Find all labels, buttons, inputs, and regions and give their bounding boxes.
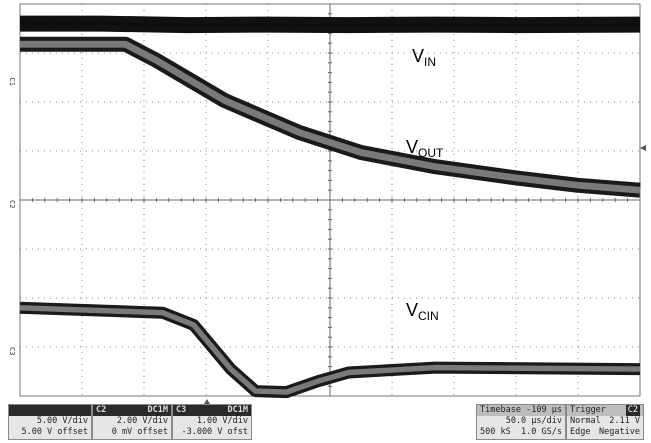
timebase-delay: -109 µs [526, 405, 562, 415]
trace-speckle [20, 22, 641, 27]
channel-3-coupling: DC1M [227, 405, 248, 415]
trigger-type: Edge [570, 427, 591, 437]
label-vout: VOUT [406, 137, 444, 160]
trigger-slope: Negative [599, 427, 640, 437]
right-trigger-marker [640, 145, 646, 151]
timebase-rate: 50.0 µs/div [505, 416, 562, 426]
trace-core [19, 305, 641, 395]
channel-2-name: C2 [96, 405, 107, 415]
label-vcin-subscript: CIN [418, 309, 439, 323]
channel-3-scale: 1.00 V/div [196, 416, 248, 426]
label-vcin: VCIN [406, 300, 439, 323]
label-vin-base: V [412, 46, 424, 66]
trigger-source: C2 [625, 405, 640, 416]
timebase-sample-rate: 1.0 GS/s [521, 427, 562, 437]
timebase-title-row: Timebase -109 µs [477, 405, 565, 416]
timebase-label: Timebase [480, 405, 521, 415]
trigger-level: 2.11 V [609, 416, 640, 426]
trace-c2 [20, 36, 641, 198]
channel-1-header [9, 405, 91, 416]
trigger-label: Trigger [570, 405, 606, 415]
channel-2-box[interactable]: C2 DC1M 2.00 V/div 0 mV offset [92, 404, 172, 440]
channel-marker-c3: C3 [8, 347, 16, 355]
plot-border [19, 3, 641, 397]
trigger-mode: Normal [570, 416, 601, 426]
trigger-type-row: Edge Negative [567, 427, 643, 438]
timebase-points: 500 kS [480, 427, 511, 437]
trace-c1 [20, 15, 641, 34]
channel-1-offset: 5.00 V offset [21, 427, 88, 437]
trigger-mode-row: Normal 2.11 V [567, 416, 643, 427]
traces [19, 15, 641, 399]
trigger-title-row: Trigger C2 [567, 405, 643, 416]
timebase-rate-row: 50.0 µs/div [477, 416, 565, 427]
label-vin: VIN [412, 46, 436, 69]
label-vout-base: V [406, 137, 418, 157]
channel-2-coupling: DC1M [147, 405, 168, 415]
channel-3-header: C3 DC1M [173, 405, 251, 416]
channel-3-offset: -3.000 V ofst [181, 427, 248, 437]
label-vcin-base: V [406, 300, 418, 320]
timebase-sample-row: 500 kS 1.0 GS/s [477, 427, 565, 438]
channel-1-box[interactable]: 5.00 V/div 5.00 V offset [8, 404, 92, 440]
trace-c3 [19, 301, 641, 399]
channel-3-box[interactable]: C3 DC1M 1.00 V/div -3.000 V ofst [172, 404, 252, 440]
channel-2-scale: 2.00 V/div [116, 416, 168, 426]
trigger-box[interactable]: Trigger C2 Normal 2.11 V Edge Negative [566, 404, 644, 440]
channel-2-header: C2 DC1M [93, 405, 171, 416]
label-vin-subscript: IN [424, 55, 436, 69]
trace-core [20, 40, 641, 194]
channel-2-offset: 0 mV offset [111, 427, 168, 437]
channel-markers: C1 C2 C3 [8, 78, 16, 356]
bottom-trigger-marker [204, 399, 210, 404]
channel-1-scale: 5.00 V/div [36, 416, 88, 426]
channel-3-name: C3 [176, 405, 187, 415]
label-vout-subscript: OUT [418, 146, 444, 160]
timebase-box[interactable]: Timebase -109 µs 50.0 µs/div 500 kS 1.0 … [476, 404, 566, 440]
grid [19, 3, 641, 397]
channel-marker-c1: C1 [8, 78, 16, 86]
channel-marker-c2: C2 [8, 200, 16, 208]
